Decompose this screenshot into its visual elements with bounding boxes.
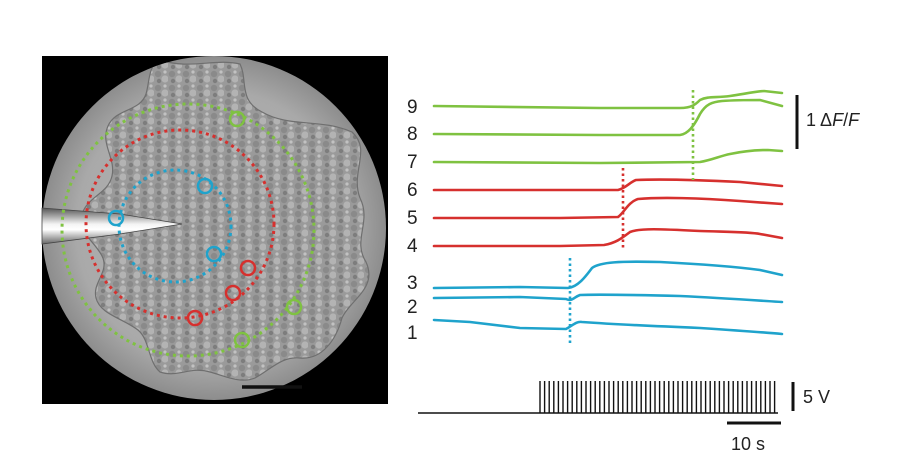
roi-middle-2 (224, 284, 242, 302)
roi-middle-3 (186, 309, 204, 327)
roi-outer-3 (233, 331, 251, 349)
trace-label-3: 3 (407, 273, 418, 294)
fluorescence-delta: Δ (820, 110, 832, 130)
trace-7 (432, 148, 784, 165)
roi-inner-2 (196, 177, 214, 195)
trace-8 (432, 98, 784, 137)
trace-1 (432, 318, 784, 336)
trace-2 (432, 293, 784, 304)
trace-label-8: 8 (407, 124, 418, 145)
fluorescence-f2: F (848, 110, 860, 130)
roi-middle-1 (239, 259, 257, 277)
time-scale-label: 10 s (731, 434, 765, 454)
stimulus-trace (418, 381, 778, 414)
voltage-scale-label: 5 V (803, 387, 830, 407)
fluorescence-slash: / (843, 110, 848, 130)
fluorescence-f1: F (832, 110, 844, 130)
trace-6 (432, 178, 784, 192)
fluorescence-scale-label: 1 ΔF/F (806, 110, 860, 130)
trace-label-1: 1 (407, 323, 418, 344)
trace-5 (432, 196, 784, 220)
inner-ring (117, 168, 233, 284)
roi-inner-1 (107, 209, 125, 227)
micrograph-panel (41, 56, 388, 404)
outer-ring (60, 102, 316, 358)
roi-outer-1 (228, 110, 246, 128)
trace-label-5: 5 (407, 208, 418, 229)
roi-outer-2 (285, 298, 303, 316)
micropipette-icon (41, 207, 183, 245)
middle-ring (84, 128, 276, 320)
trace-label-4: 4 (407, 236, 418, 257)
trace-3 (432, 260, 784, 290)
fluorescence-prefix: 1 (806, 110, 820, 130)
trace-label-9: 9 (407, 97, 418, 118)
trace-label-7: 7 (407, 152, 418, 173)
traces-panel: 9 8 7 6 5 4 3 2 1 1 ΔF/F 5 V (407, 89, 860, 454)
trace-9 (432, 89, 784, 110)
roi-inner-3 (205, 245, 223, 263)
trace-4 (432, 227, 784, 248)
trace-label-2: 2 (407, 297, 418, 318)
trace-label-6: 6 (407, 180, 418, 201)
